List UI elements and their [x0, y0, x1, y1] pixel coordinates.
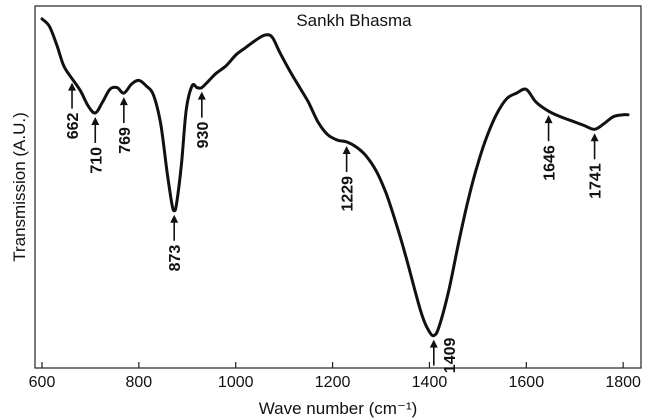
y-axis-label: Transmission (A.U.) [10, 112, 29, 262]
x-tick-label: 1800 [605, 374, 641, 391]
x-tick-label: 1600 [509, 374, 545, 391]
x-axis-tick-labels: 600 800 1000 1200 1400 1600 1800 [29, 374, 641, 391]
peak-label: 930 [195, 122, 212, 149]
peak-label: 710 [88, 147, 105, 174]
peak-marker: 1229 [340, 145, 357, 212]
peak-marker: 710 [88, 116, 105, 174]
spectrum-line [40, 17, 630, 338]
x-tick-label: 1400 [412, 374, 448, 391]
peak-annotations: 662 710 769 873 930 1229 1409 1646 1741 [65, 82, 605, 374]
peak-marker: 930 [195, 91, 212, 149]
chart-title: Sankh Bhasma [296, 11, 412, 30]
x-axis-ticks [41, 362, 624, 368]
peak-label: 1741 [588, 163, 605, 199]
peak-label: 1229 [340, 176, 357, 212]
peak-marker: 873 [167, 214, 184, 272]
plot-frame [34, 5, 642, 369]
x-tick-label: 800 [126, 374, 153, 391]
peak-label: 1646 [542, 145, 559, 181]
x-tick-label: 1200 [315, 374, 351, 391]
peak-marker: 769 [117, 97, 134, 154]
x-tick-label: 600 [29, 374, 56, 391]
peak-label: 769 [117, 127, 134, 154]
x-axis-label: Wave number (cm⁻¹) [259, 399, 418, 418]
peak-marker: 1646 [542, 115, 559, 181]
peak-label: 1409 [442, 338, 459, 374]
peak-label: 662 [65, 112, 82, 139]
x-tick-label: 1000 [218, 374, 254, 391]
peak-label: 873 [167, 245, 184, 272]
peak-marker: 1409 [429, 338, 459, 374]
peak-marker: 662 [65, 82, 82, 139]
peak-marker: 1741 [588, 133, 605, 199]
